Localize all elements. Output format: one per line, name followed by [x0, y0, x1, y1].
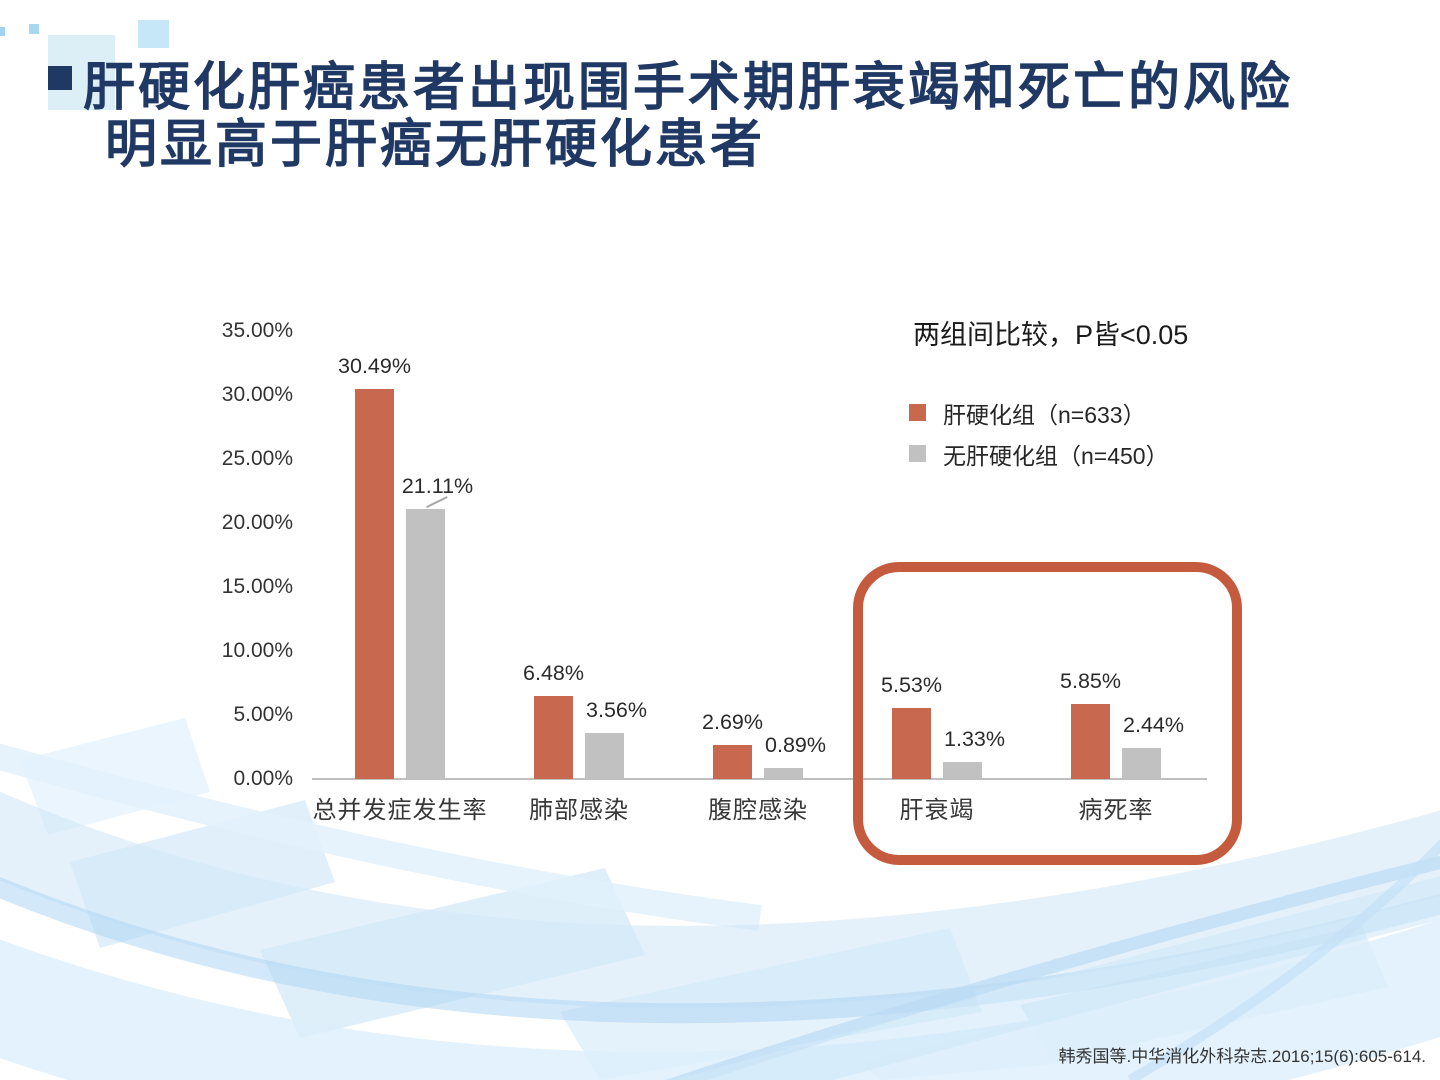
- p-value-note: 两组间比较，P皆<0.05: [913, 320, 1189, 350]
- legend-label-cirrhosis: 肝硬化组（n=633）: [943, 401, 1146, 428]
- deco-arc: [665, 855, 1440, 1080]
- chart-legend: 肝硬化组（n=633） 无肝硬化组（n=450）: [909, 399, 1169, 481]
- deco-arc: [1127, 839, 1440, 1080]
- deco-square-tiny: [29, 24, 39, 34]
- deco-arc: [0, 743, 762, 931]
- legend-label-no-cirrhosis: 无肝硬化组（n=450）: [943, 442, 1169, 469]
- legend-swatch-no-cirrhosis: [909, 445, 926, 462]
- deco-square-edge: [0, 27, 5, 36]
- legend-swatch-cirrhosis: [909, 404, 926, 421]
- legend-item-no-cirrhosis: 无肝硬化组（n=450）: [909, 440, 1169, 469]
- deco-square-medium: [138, 20, 169, 48]
- highlight-box: [853, 562, 1242, 865]
- deco-arc: [0, 791, 1440, 1008]
- deco-arc: [0, 919, 1440, 1080]
- deco-arc: [673, 876, 1440, 1080]
- slide-title-line2: 明显高于肝癌无肝硬化患者: [105, 116, 766, 174]
- legend-item-cirrhosis: 肝硬化组（n=633）: [909, 399, 1169, 428]
- slide-title-line1: 肝硬化肝癌患者出现围手术期肝衰竭和死亡的风险: [83, 59, 1294, 117]
- citation: 韩秀国等.中华消化外科杂志.2016;15(6):605-614.: [1058, 1047, 1426, 1066]
- title-bullet-square: [48, 66, 72, 90]
